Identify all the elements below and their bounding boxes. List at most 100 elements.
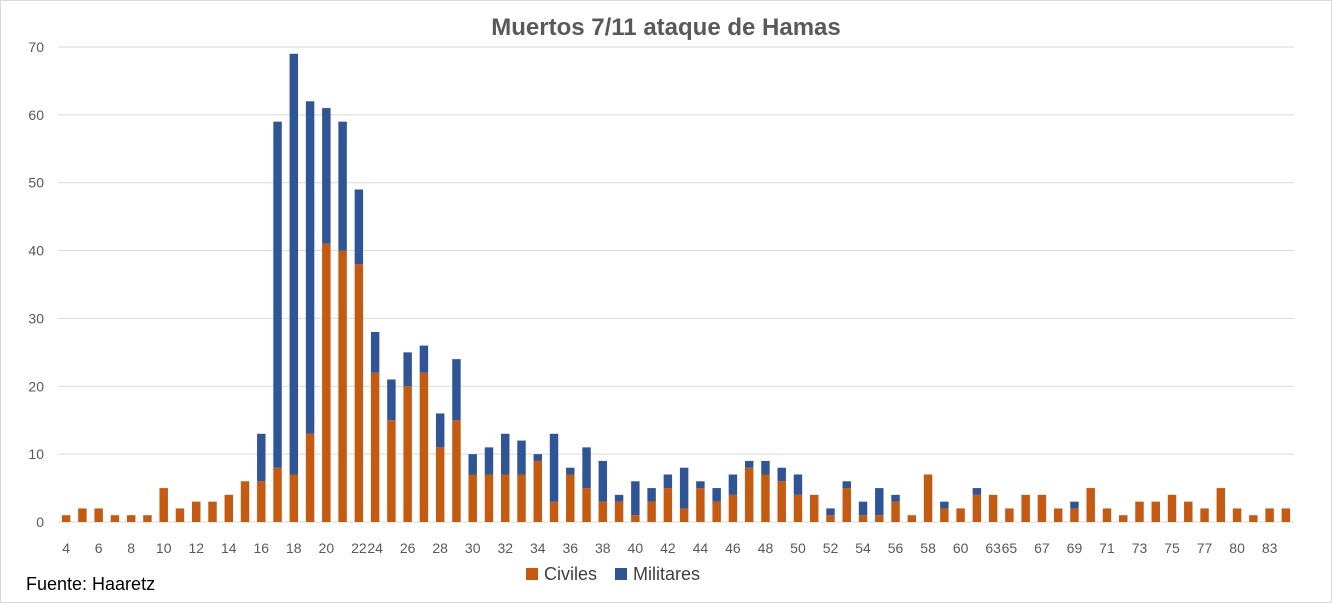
x-tick-label: 52 [823, 540, 839, 556]
bar-civiles [614, 501, 624, 522]
bar-militares [484, 447, 494, 475]
legend-label-civiles: Civiles [544, 563, 598, 584]
bar-civiles [452, 420, 461, 522]
x-tick-label: 63 [985, 540, 1001, 556]
bar-militares [452, 359, 461, 421]
bar-civiles [647, 501, 656, 522]
bar-civiles [1037, 494, 1047, 522]
x-tick-label: 6 [95, 540, 103, 556]
bar-militares [696, 481, 705, 489]
bar-civiles [1249, 515, 1258, 522]
bar-militares [777, 467, 786, 482]
x-tick-label: 56 [888, 540, 904, 556]
bar-civiles [875, 515, 884, 522]
bar-civiles [1005, 508, 1014, 522]
x-tick-label: 16 [254, 540, 270, 556]
bar-civiles [1167, 494, 1177, 522]
x-tick-label: 20 [319, 540, 335, 556]
bar-civiles [1216, 488, 1226, 522]
bar-civiles [1151, 501, 1160, 522]
bar-militares [1070, 501, 1079, 509]
bar-civiles [679, 508, 689, 522]
bar-civiles [631, 515, 640, 522]
bar-civiles [777, 481, 786, 522]
bar-civiles [728, 494, 738, 522]
bar-civiles [891, 501, 900, 522]
x-tick-label: 30 [465, 540, 481, 556]
bar-militares [826, 508, 835, 516]
bar-militares [793, 474, 803, 495]
bar-civiles [94, 508, 103, 522]
bars [61, 53, 1291, 523]
x-axis-ticks: 4 6 8 10 12 14 16 18 20 22 24 26 28 30 32 34 36 38 40 42 44 4… [62, 540, 1277, 556]
bar-civiles [956, 508, 965, 522]
bar-civiles [468, 474, 477, 522]
bar-militares [517, 440, 526, 475]
bar-civiles [273, 467, 282, 522]
x-tick-label: 46 [725, 540, 741, 556]
bar-civiles [419, 372, 429, 522]
x-tick-label: 67 [1034, 540, 1050, 556]
x-tick-label: 48 [758, 540, 774, 556]
bar-civiles [484, 474, 494, 522]
y-tick-label: 40 [28, 243, 44, 259]
bar-civiles [923, 474, 933, 522]
bar-civiles [696, 488, 705, 522]
bar-militares [679, 467, 689, 509]
source-note: Fuente: Haaretz [26, 574, 156, 594]
bar-civiles [435, 447, 445, 522]
bar-civiles [354, 264, 364, 522]
bar-militares [744, 460, 754, 468]
bar-militares [663, 474, 673, 489]
bar-civiles [1265, 508, 1274, 522]
x-tick-label: 36 [563, 540, 579, 556]
legend-label-militares: Militares [633, 563, 701, 584]
bar-civiles [305, 433, 315, 522]
y-tick-label: 20 [28, 378, 44, 394]
bar-civiles [744, 467, 754, 522]
x-tick-label: 75 [1164, 540, 1180, 556]
bar-militares [501, 433, 510, 475]
bar-civiles [1070, 508, 1079, 522]
bar-civiles [907, 515, 917, 522]
bar-civiles [159, 488, 168, 522]
bar-civiles [940, 508, 949, 522]
bar-militares [761, 460, 770, 475]
bar-civiles [663, 488, 673, 522]
bar-civiles [501, 474, 510, 522]
bar-militares [940, 501, 949, 509]
x-tick-label: 18 [286, 540, 302, 556]
bar-militares [435, 413, 445, 448]
x-tick-label: 54 [855, 540, 871, 556]
legend-item-civiles: Civiles [526, 564, 597, 585]
bar-militares [468, 454, 477, 475]
bar-militares [972, 488, 982, 495]
x-tick-label: 8 [127, 540, 135, 556]
x-tick-label: 28 [432, 540, 448, 556]
bar-civiles [582, 488, 591, 522]
y-tick-label: 0 [36, 514, 44, 530]
bar-civiles [1281, 508, 1291, 522]
x-tick-label: 65 [1002, 540, 1018, 556]
legend-swatch-civiles [526, 568, 538, 580]
bar-civiles [988, 494, 998, 522]
bar-civiles [338, 250, 347, 523]
bar-civiles [533, 460, 542, 522]
bar-civiles [192, 501, 201, 522]
bar-militares [370, 332, 380, 373]
bar-civiles [1135, 501, 1144, 522]
bar-militares [614, 494, 624, 502]
bar-civiles [549, 501, 559, 522]
bar-civiles [257, 481, 266, 522]
x-tick-label: 80 [1229, 540, 1245, 556]
bar-militares [712, 488, 721, 502]
bar-militares [631, 481, 640, 516]
bar-civiles [598, 501, 608, 522]
bar-civiles [110, 515, 120, 522]
bar-militares [858, 501, 868, 516]
y-tick-label: 60 [28, 107, 44, 123]
bar-civiles [175, 508, 185, 522]
x-tick-label: 4 [62, 540, 70, 556]
x-tick-label: 26 [400, 540, 416, 556]
